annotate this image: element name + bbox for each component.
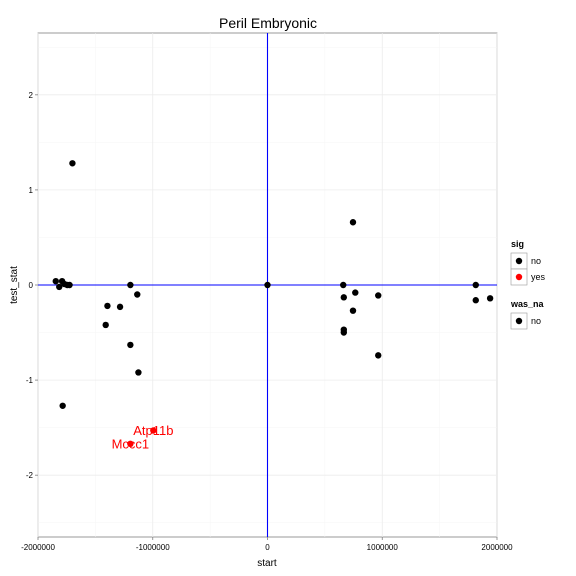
x-tick-label: -1000000 xyxy=(136,543,170,552)
legend-title: was_na xyxy=(510,299,545,309)
legend-label: no xyxy=(531,316,541,326)
data-point xyxy=(66,281,73,289)
data-point xyxy=(127,341,134,349)
y-tick-label: 2 xyxy=(29,91,34,100)
data-point xyxy=(116,303,124,311)
legend-label: no xyxy=(531,256,541,266)
data-point xyxy=(102,321,109,329)
data-point xyxy=(135,369,142,376)
y-tick-label: -2 xyxy=(26,471,34,480)
data-point xyxy=(264,281,271,289)
data-point xyxy=(340,281,347,289)
data-point xyxy=(340,329,348,336)
x-tick-label: 1000000 xyxy=(367,543,399,552)
data-points xyxy=(52,160,494,448)
y-tick-label: 1 xyxy=(29,186,34,195)
x-tick-label: -2000000 xyxy=(21,543,55,552)
legend-key-point xyxy=(515,257,523,265)
data-point xyxy=(349,219,357,226)
x-axis-ticks: -2000000 -1000000 0 1000000 2000000 xyxy=(21,537,513,552)
data-point xyxy=(104,302,111,310)
x-tick-label: 0 xyxy=(265,543,270,552)
legend-key-point xyxy=(515,273,523,281)
data-point xyxy=(352,289,359,296)
x-axis-title: start xyxy=(257,558,277,569)
y-axis-title: test_stat xyxy=(9,266,20,304)
x-tick-label: 2000000 xyxy=(481,543,513,552)
data-point xyxy=(127,281,134,289)
data-point xyxy=(127,440,134,448)
data-point xyxy=(472,281,479,289)
data-point xyxy=(52,277,59,285)
data-point xyxy=(340,294,348,301)
data-point xyxy=(59,402,66,409)
data-point xyxy=(69,160,76,167)
point-label: Mccc1 xyxy=(112,436,150,451)
legend-title: sig xyxy=(511,239,524,249)
data-point xyxy=(486,295,494,302)
data-point xyxy=(375,352,382,359)
legend-key-point xyxy=(515,317,523,325)
chart-title: Peril Embryonic xyxy=(219,15,317,31)
data-point xyxy=(150,427,157,434)
point-label: Atp11b xyxy=(133,423,173,438)
y-axis-ticks: -2 -1 0 1 2 xyxy=(26,91,38,480)
y-tick-label: 0 xyxy=(29,281,34,290)
data-point xyxy=(56,283,63,291)
data-point xyxy=(472,297,479,304)
data-point xyxy=(375,292,382,299)
y-tick-label: -1 xyxy=(26,376,34,385)
data-point xyxy=(349,307,357,314)
data-point xyxy=(134,291,141,298)
legend-label: yes xyxy=(531,272,546,282)
